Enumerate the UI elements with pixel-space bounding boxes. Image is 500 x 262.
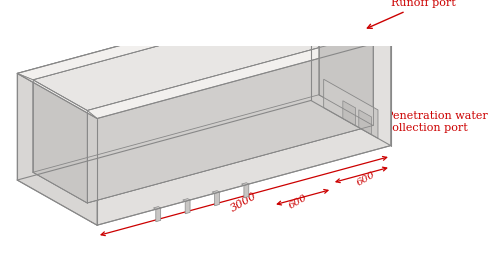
Polygon shape (97, 39, 390, 225)
Polygon shape (154, 207, 160, 209)
Polygon shape (343, 101, 355, 126)
Text: 600: 600 (355, 170, 377, 188)
Text: 600: 600 (287, 193, 309, 210)
Text: 500: 500 (75, 163, 84, 183)
Text: Penetration water
collection port: Penetration water collection port (363, 111, 488, 133)
Polygon shape (311, 0, 390, 146)
Polygon shape (33, 2, 319, 172)
Polygon shape (87, 33, 390, 118)
Polygon shape (17, 0, 319, 80)
Polygon shape (212, 191, 220, 193)
Polygon shape (185, 200, 190, 214)
Polygon shape (183, 199, 190, 201)
Polygon shape (244, 184, 249, 198)
Polygon shape (214, 192, 220, 206)
Polygon shape (242, 183, 249, 185)
Text: 3000: 3000 (229, 191, 258, 214)
Polygon shape (87, 33, 373, 203)
Polygon shape (17, 0, 390, 118)
Text: Runoff port: Runoff port (368, 0, 456, 28)
Polygon shape (319, 2, 373, 125)
Polygon shape (17, 73, 97, 225)
Polygon shape (359, 110, 372, 135)
Polygon shape (17, 73, 97, 118)
Polygon shape (156, 208, 160, 222)
Polygon shape (33, 95, 373, 203)
Polygon shape (33, 80, 87, 203)
Polygon shape (324, 79, 378, 138)
